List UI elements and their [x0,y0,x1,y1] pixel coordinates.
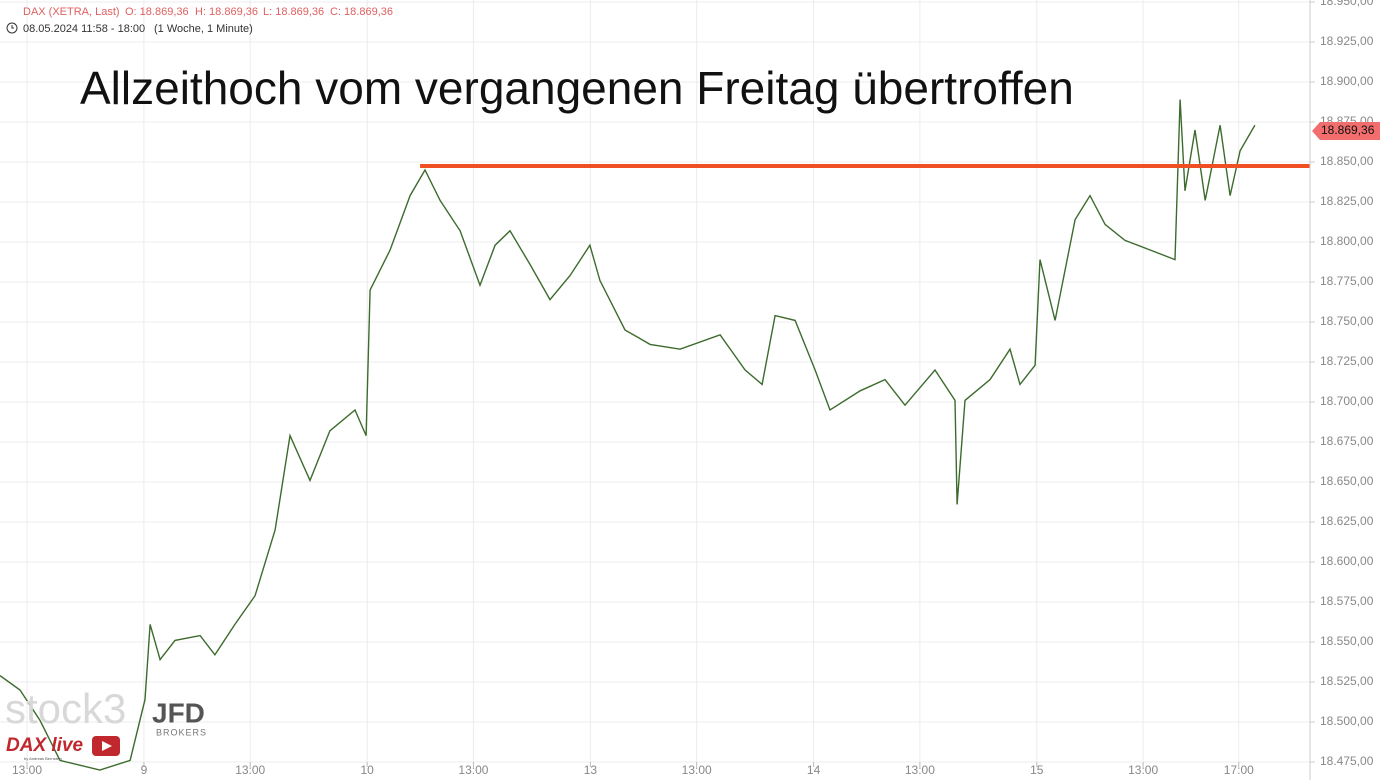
instrument: DAX (XETRA, Last) [23,6,120,18]
y-tick-label: 18.575,00 [1320,594,1374,608]
y-tick-label: 18.600,00 [1320,554,1374,568]
x-tick-label: 13:00 [905,763,935,777]
y-tick-label: 18.775,00 [1320,274,1374,288]
watermark: by Andreas Bernstein [24,756,62,761]
header: DAX (XETRA, Last) O: 18.869,36 H: 18.869… [23,6,393,18]
watermark: stock3 [5,685,126,732]
clock-icon [6,22,18,34]
x-tick-label: 17:00 [1224,763,1254,777]
x-tick-label: 13:00 [682,763,712,777]
x-tick-label: 14 [807,763,821,777]
watermark: DAX live [6,735,84,756]
price-line [0,99,1256,771]
y-tick-label: 18.825,00 [1320,194,1374,208]
y-tick-label: 18.475,00 [1320,754,1374,768]
close: C: 18.869,36 [330,6,393,18]
last-price-marker [1312,122,1380,141]
x-tick-label: 13:00 [12,763,42,777]
y-tick-label: 18.525,00 [1320,674,1374,688]
plot [0,99,1310,771]
y-tick-label: 18.950,00 [1320,0,1374,8]
y-tick-label: 18.650,00 [1320,474,1374,488]
y-tick-label: 18.800,00 [1320,234,1374,248]
chart-title: Allzeithoch vom vergangenen Freitag über… [80,62,1074,114]
y-axis: 18.475,00 18.500,00 18.525,00 18.550,00 18.5… [12,0,1380,777]
x-tick-label: 13:00 [1128,763,1158,777]
interval: (1 Woche, 1 Minute) [154,23,253,35]
high: H: 18.869,36 [195,6,258,18]
y-tick-label: 18.850,00 [1320,154,1374,168]
grid [0,0,1310,763]
x-tick-label: 10 [360,763,374,777]
x-tick-label: 15 [1030,763,1044,777]
period: 08.05.2024 11:58 - 18:00 [23,23,145,35]
watermark: BROKERS [156,727,207,737]
x-tick-label: 13:00 [235,763,265,777]
y-tick-label: 18.625,00 [1320,514,1374,528]
x-tick-label: 13:00 [458,763,488,777]
y-tick-label: 18.700,00 [1320,394,1374,408]
last-price-label: 18.869,36 [1321,123,1375,137]
play-icon [102,741,112,751]
y-tick-label: 18.900,00 [1320,74,1374,88]
clock-hand [11,25,14,29]
y-tick-label: 18.550,00 [1320,634,1374,648]
y-tick-label: 18.750,00 [1320,314,1374,328]
open: O: 18.869,36 [125,6,189,18]
low: L: 18.869,36 [263,6,324,18]
x-tick-label: 13 [584,763,598,777]
y-tick-label: 18.925,00 [1320,34,1374,48]
y-tick-label: 18.725,00 [1320,354,1374,368]
x-tick-label: 9 [141,763,148,777]
watermark: JFD [152,697,205,728]
y-tick-label: 18.500,00 [1320,714,1374,728]
y-tick-label: 18.675,00 [1320,434,1374,448]
